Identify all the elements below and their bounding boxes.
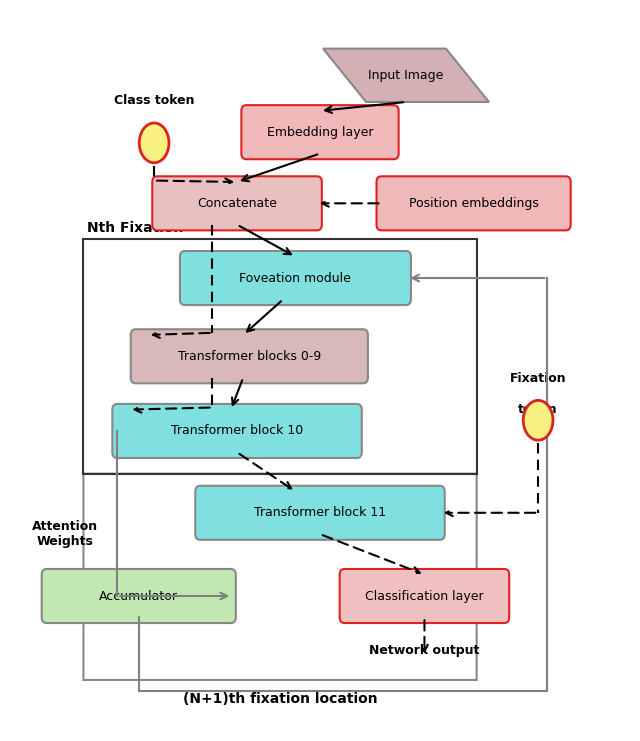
Text: Nth Fixation: Nth Fixation (86, 222, 183, 236)
Text: Foveation module: Foveation module (239, 271, 351, 285)
Text: Transformer block 10: Transformer block 10 (171, 425, 303, 437)
Text: (N+1)th fixation location: (N+1)th fixation location (183, 692, 378, 706)
FancyBboxPatch shape (241, 105, 399, 159)
Polygon shape (323, 49, 489, 102)
FancyBboxPatch shape (340, 569, 509, 623)
FancyBboxPatch shape (376, 176, 571, 230)
Text: Attention
Weights: Attention Weights (32, 520, 98, 548)
FancyBboxPatch shape (42, 569, 236, 623)
Text: Class token: Class token (114, 94, 195, 107)
FancyBboxPatch shape (180, 251, 411, 305)
Ellipse shape (140, 123, 169, 163)
Text: Classification layer: Classification layer (365, 590, 484, 602)
Text: Position embeddings: Position embeddings (409, 197, 538, 210)
Text: Fixation: Fixation (510, 372, 566, 385)
FancyBboxPatch shape (113, 404, 362, 458)
FancyBboxPatch shape (195, 486, 445, 539)
Text: Transformer block 11: Transformer block 11 (254, 506, 386, 519)
FancyBboxPatch shape (131, 329, 368, 383)
Bar (83, 239, 477, 473)
Text: Accumulator: Accumulator (99, 590, 179, 602)
Text: Network output: Network output (369, 645, 479, 657)
FancyBboxPatch shape (152, 176, 322, 230)
Text: token: token (518, 403, 558, 416)
Text: Input Image: Input Image (369, 69, 444, 82)
Ellipse shape (524, 400, 553, 440)
Text: Concatenate: Concatenate (197, 197, 277, 210)
Text: Embedding layer: Embedding layer (267, 126, 373, 139)
Text: Transformer blocks 0-9: Transformer blocks 0-9 (178, 350, 321, 363)
